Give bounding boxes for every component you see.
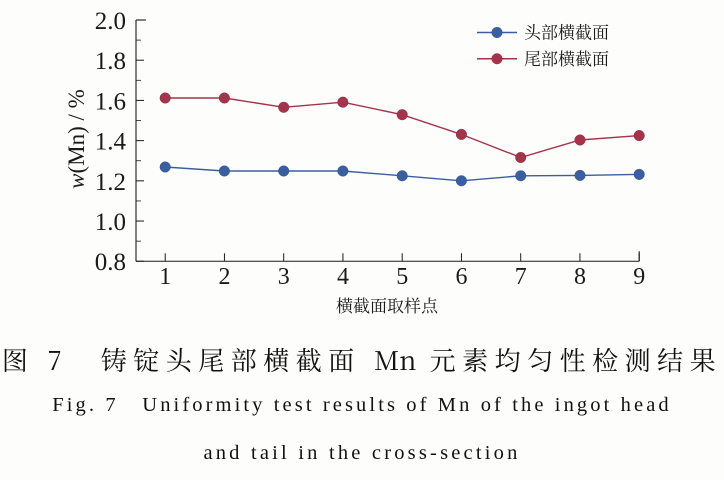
svg-text:图 7 铸锭头尾部横截面 Mn 元素均匀性检测结果: 图 7 铸锭头尾部横截面 Mn 元素均匀性检测结果 [2,341,722,378]
svg-text:1.8: 1.8 [95,48,126,75]
svg-text:1.6: 1.6 [95,88,126,115]
svg-text:5: 5 [396,264,408,290]
svg-text:头部横截面: 头部横截面 [524,19,609,44]
svg-text:9: 9 [633,264,645,290]
svg-text:1.4: 1.4 [95,129,127,156]
svg-text:8: 8 [574,264,586,290]
svg-text:7: 7 [515,264,527,290]
svg-text:6: 6 [455,264,467,290]
svg-text:3: 3 [278,264,290,290]
svg-text:and tail in the cross-section: and tail in the cross-section [203,442,520,464]
svg-text:1.2: 1.2 [95,169,126,196]
svg-text:4: 4 [337,264,349,290]
svg-text:尾部横截面: 尾部横截面 [524,45,609,70]
svg-text:0.8: 0.8 [95,249,126,276]
svg-text:2: 2 [218,264,230,290]
svg-text:2.0: 2.0 [95,8,126,35]
svg-text:w(Mn) / %: w(Mn) / % [64,89,89,189]
svg-text:1.0: 1.0 [95,209,126,236]
svg-text:横截面取样点: 横截面取样点 [336,292,439,317]
svg-text:1: 1 [159,264,171,290]
svg-text:Fig. 7 Uniformity test results: Fig. 7 Uniformity test results of Mn of … [52,394,672,416]
